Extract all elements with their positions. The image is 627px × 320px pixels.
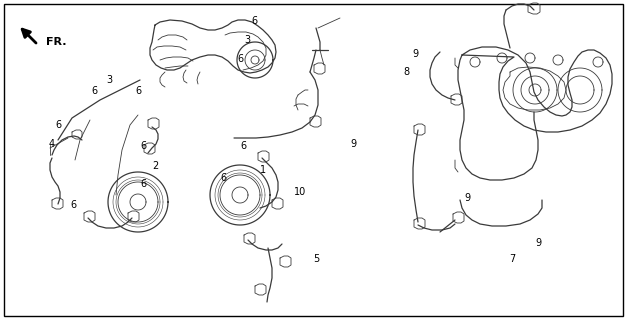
Text: 6: 6 (55, 120, 61, 130)
Text: 6: 6 (91, 86, 97, 96)
Text: 4: 4 (48, 139, 55, 149)
Text: 1: 1 (260, 164, 266, 175)
Text: 10: 10 (294, 187, 307, 197)
Text: 7: 7 (509, 254, 515, 264)
Text: 9: 9 (350, 139, 357, 149)
Text: 6: 6 (140, 140, 146, 151)
Text: 2: 2 (152, 161, 159, 172)
Text: 6: 6 (251, 16, 258, 26)
Text: 9: 9 (535, 238, 541, 248)
Text: 6: 6 (220, 172, 226, 183)
Text: 6: 6 (70, 200, 76, 210)
Text: 5: 5 (314, 254, 320, 264)
Text: 8: 8 (403, 67, 409, 77)
Text: 6: 6 (135, 86, 141, 96)
Text: 9: 9 (412, 49, 418, 60)
Text: 6: 6 (240, 140, 246, 151)
Text: 6: 6 (140, 179, 146, 189)
Text: 3: 3 (107, 75, 113, 85)
Text: 9: 9 (464, 193, 470, 204)
Text: 3: 3 (245, 35, 251, 45)
Text: 6: 6 (238, 54, 244, 64)
Text: FR.: FR. (46, 37, 66, 47)
